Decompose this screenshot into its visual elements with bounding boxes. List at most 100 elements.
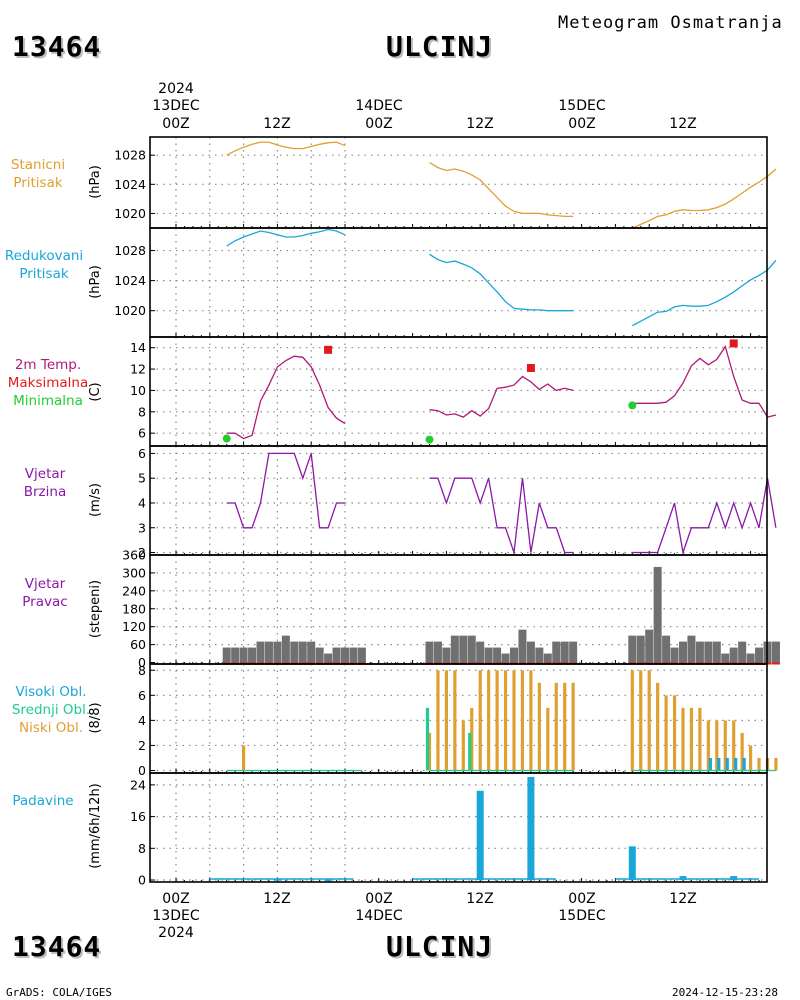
bottom-hour-tick-3: 00Z [365, 891, 392, 907]
p4-ytick-label: 6 [138, 446, 146, 461]
cloud-bar-niski-obl- [732, 720, 736, 771]
panel-3-label-line-1: 2m Temp. [14, 357, 82, 373]
wind-direction-bar [467, 635, 476, 663]
cloud-bar-niski-obl- [427, 732, 432, 771]
footer-timestamp: 2024-12-15-23:28 [672, 986, 778, 999]
p5-ytick-label: 120 [122, 619, 146, 634]
p6-ytick-label: 6 [138, 688, 146, 703]
cloud-bar-niski-obl- [563, 682, 567, 771]
p1-series-line [226, 141, 346, 156]
p5-ytick-label: 0 [138, 655, 146, 670]
p5-ytick-label: 60 [130, 637, 146, 652]
top-hour-tick-3: 00Z [365, 116, 392, 132]
p4-panel: 2 3 4 5 6 [138, 445, 777, 560]
wind-direction-bar [433, 641, 442, 663]
panel-6-label-line-3: Niski Obl. [19, 720, 83, 736]
p3-ytick-label: 14 [130, 340, 146, 355]
cloud-bar-niski-obl- [478, 670, 482, 771]
panel-7-unit: (mm/6h/12h) [88, 783, 103, 869]
p3-ytick-label: 6 [138, 426, 146, 441]
wind-direction-bar [476, 641, 485, 663]
wind-direction-bar [704, 641, 713, 663]
cloud-bar-niski-obl- [444, 670, 448, 771]
top-hour-tick-5: 00Z [568, 116, 595, 132]
wind-direction-bar [771, 641, 780, 663]
cloud-bar-niski-obl- [453, 670, 457, 771]
p5-ytick-label: 240 [122, 583, 146, 598]
p3-frame [149, 336, 768, 447]
panel-5-label-line-2: Pravac [22, 594, 68, 610]
footer-credit: GrADS: COLA/IGES [6, 986, 112, 999]
cloud-bar-niski-obl- [503, 670, 508, 771]
panel-4-label-line-2: Brzina [23, 484, 67, 500]
cloud-bar-niski-obl- [656, 682, 660, 771]
p6-ytick-label: 4 [138, 713, 146, 728]
precip-bar [324, 879, 332, 882]
footer-station-id: 13464 [12, 930, 102, 963]
p3-series-line [632, 345, 777, 418]
wind-direction-bar [518, 629, 527, 663]
p2-ytick-label: 1028 [114, 243, 146, 258]
panel-4-label: Vjetar Brzina [0, 465, 93, 501]
wind-direction-bar [729, 647, 738, 663]
cloud-bar-niski-obl- [639, 670, 643, 771]
cloud-bar-srednji-obl- [425, 707, 430, 771]
wind-direction-bar [425, 641, 434, 663]
wind-direction-bar [222, 647, 231, 663]
precip-bar [679, 876, 687, 881]
wind-direction-bar [755, 647, 764, 663]
bottom-date-label-2: 14DEC [355, 908, 402, 924]
p6-panel: 0 2 4 6 8 [138, 663, 778, 778]
station-name: ULCINJ [386, 30, 494, 63]
p4-ytick-label: 2 [138, 545, 146, 560]
wind-direction-bar [290, 641, 299, 663]
cloud-bar-niski-obl- [470, 707, 474, 771]
bottom-hour-tick-5: 00Z [568, 891, 595, 907]
p2-series-line [226, 228, 346, 247]
wind-direction-bar [341, 647, 349, 663]
panel-7-label-line-1: Padavine [12, 793, 74, 809]
wind-direction-bar [543, 653, 552, 663]
panel-2-unit: (hPa) [88, 265, 103, 299]
max-temp-marker [526, 363, 535, 372]
panel-6-label: Visoki Obl. Srednji Obl. Niski Obl. [3, 683, 99, 737]
p4-series-line [429, 477, 574, 554]
bottom-hour-tick-1: 00Z [162, 891, 189, 907]
wind-direction-bar [256, 641, 265, 663]
precip-bar [476, 790, 484, 881]
footer-station-name: ULCINJ [386, 930, 494, 963]
panel-7-label: Padavine [0, 792, 91, 810]
cloud-bar-niski-obl- [242, 745, 246, 771]
cloud-bar-niski-obl- [436, 670, 440, 771]
precip-bar [527, 776, 535, 881]
p1-ytick-label: 1020 [114, 206, 146, 221]
cloud-bar-niski-obl- [706, 720, 710, 771]
wind-direction-bar [264, 641, 273, 663]
panel-1-unit: (hPa) [88, 165, 103, 199]
p5-ytick-label: 180 [122, 601, 146, 616]
cloud-bar-niski-obl- [529, 670, 533, 771]
wind-direction-bar [653, 566, 662, 663]
wind-direction-bar [712, 641, 721, 663]
cloud-bar-niski-obl- [571, 682, 575, 771]
wind-direction-bar [636, 635, 645, 663]
cloud-bar-niski-obl- [512, 670, 516, 771]
wind-direction-bar [552, 641, 561, 663]
top-date-label-2: 14DEC [355, 98, 402, 114]
wind-direction-bar [442, 647, 451, 663]
cloud-bar-visoki-obl- [734, 757, 738, 771]
panel-4-unit: (m/s) [88, 483, 103, 517]
wind-direction-bar [687, 635, 696, 663]
wind-direction-bar [273, 641, 282, 663]
top-hour-tick-1: 00Z [162, 116, 189, 132]
wind-direction-bar [450, 635, 459, 663]
panel-2-label-line-2: Pritisak [19, 266, 69, 282]
cloud-bar-niski-obl- [672, 695, 677, 771]
p2-frame [149, 227, 768, 338]
meteogram-subtitle: Meteogram Osmatranja [558, 13, 783, 33]
wind-direction-bar [628, 635, 637, 663]
cloud-bar-niski-obl- [757, 757, 761, 771]
cloud-bar-niski-obl- [689, 707, 694, 771]
wind-direction-bar [721, 653, 730, 663]
